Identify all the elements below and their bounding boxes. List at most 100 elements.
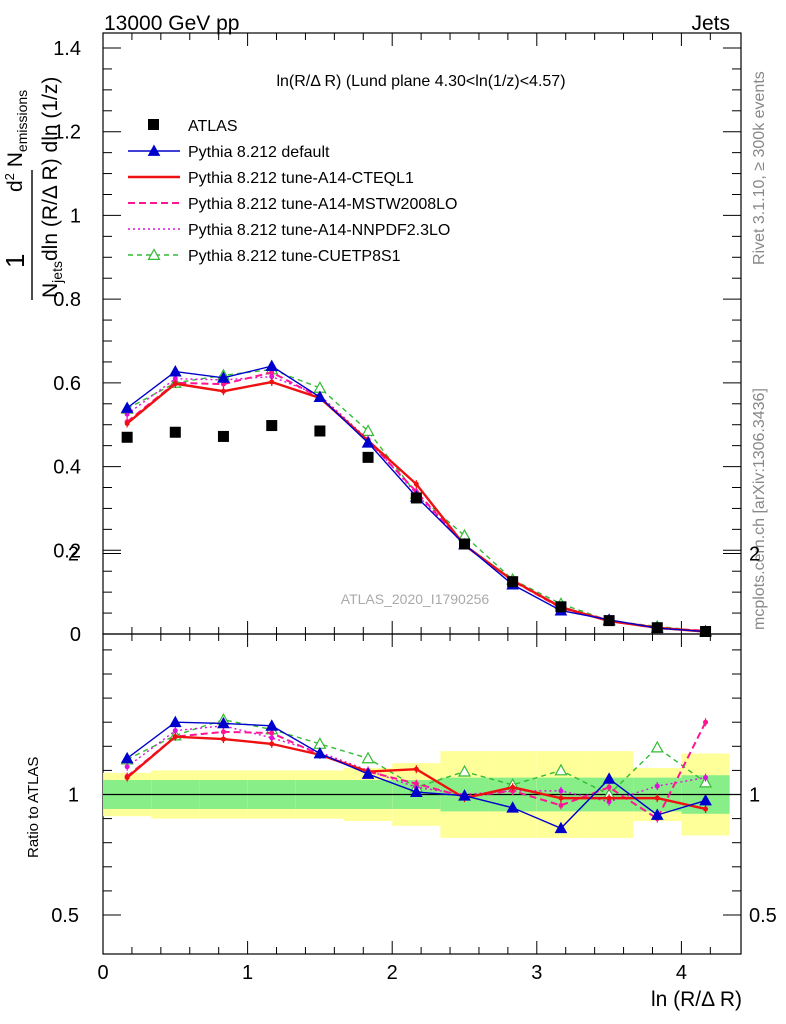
atlas-data-point	[314, 425, 326, 437]
rivet-label: Rivet 3.1.10, ≥ 300k events	[751, 71, 768, 265]
ratio-series-1-point	[654, 795, 660, 801]
ratio-plot-series	[120, 713, 713, 834]
ratio-series-1-point	[413, 766, 419, 772]
ratio-y-tick-label: 0.5	[51, 905, 79, 927]
main-series-1-point	[172, 381, 178, 387]
main-series-0-point	[217, 371, 230, 383]
ratio-series-2-point	[413, 781, 419, 787]
ratio-series-0-point	[458, 789, 471, 801]
ratio-series-4-point	[650, 740, 664, 753]
ratio-series-0-point	[217, 716, 230, 729]
ratio-series-1-point	[269, 741, 275, 747]
atlas-data-point	[121, 431, 133, 443]
ratio-series-2-point	[606, 784, 612, 790]
ratio-series-1-point	[558, 795, 564, 801]
ratio-series-2-point	[558, 802, 564, 808]
main-series-3-point	[269, 374, 275, 380]
ratio-series-2-point	[703, 719, 709, 725]
main-series-2-point	[269, 369, 275, 375]
legend-label-1: Pythia 8.212 tune-A14-CTEQL1	[188, 170, 414, 187]
ratio-series-1-point	[124, 775, 130, 781]
ratio-series-3-point	[654, 783, 660, 789]
ratio-series-0-point	[554, 821, 568, 834]
ratio-series-4-point	[699, 775, 713, 788]
ratio-series-1-point	[220, 736, 226, 742]
ratio-series-3-point	[703, 775, 709, 781]
atlas-data-point	[603, 615, 615, 627]
main-y-axis-label: 1 Njetsdln (R/Δ R) dln (1/z) d2 Nemissio…	[0, 77, 65, 300]
energy-label: 13000 GeV pp	[104, 12, 239, 35]
main-series-1-point	[269, 379, 275, 385]
ratio-series-3-point	[124, 764, 130, 770]
legend-label-2: Pythia 8.212 tune-A14-MSTW2008LO	[188, 196, 457, 213]
atlas-data-point	[651, 622, 663, 634]
main-series-1-point	[413, 481, 419, 487]
ratio-uncertainty-bands	[103, 751, 741, 838]
x-tick-label: 2	[387, 962, 398, 984]
atlas-data-point	[410, 492, 422, 504]
ratio-y-tick-label-right: 0.5	[749, 905, 777, 927]
ratio-series-0-point	[361, 767, 375, 779]
y-tick-label: 0.4	[53, 457, 81, 479]
x-tick-label: 1	[242, 962, 253, 984]
main-series-0-point	[168, 365, 182, 377]
ratio-y-tick-label: 2	[68, 544, 79, 566]
ratio-series-3-point	[558, 788, 564, 794]
ratio-series-4-point	[361, 751, 375, 764]
legend-label-4: Pythia 8.212 tune-CUETP8S1	[188, 248, 401, 265]
ratio-series-0-point	[265, 719, 279, 731]
main-series-0-point	[313, 390, 327, 402]
axis-ticks: 0 1 2 3 4 0 0.2 0.4 0.6 0.8 1 1.2 1.4 0.5 0.5 1 1 2 2	[51, 33, 777, 984]
ratio-y-axis-label: Ratio to ATLAS	[25, 757, 42, 858]
atlas-data-point	[507, 576, 519, 588]
main-series-0-point	[265, 359, 279, 372]
ratio-series-0-point	[699, 793, 712, 806]
chart-title: ln(R/Δ R) (Lund plane 4.30<ln(1/z)<4.57)	[276, 73, 565, 90]
legend-label-3: Pythia 8.212 tune-A14-NNPDF2.3LO	[188, 222, 450, 239]
ratio-series-1-point	[703, 806, 709, 812]
x-tick-label: 0	[97, 962, 108, 984]
ratio-series-0-point	[168, 715, 182, 728]
ratio-series-2-point	[220, 729, 226, 735]
atlas-data-point	[266, 420, 278, 432]
svg-text:Njetsdln (R/Δ R) dln (1/z): Njetsdln (R/Δ R) dln (1/z)	[39, 77, 65, 298]
mcplots-label: mcplots.cern.ch [arXiv:1306.3436]	[751, 388, 768, 630]
y-tick-label: 0.8	[53, 289, 81, 311]
ratio-series-1-point	[172, 734, 178, 740]
main-series-2-point	[220, 381, 226, 387]
legend-marker-atlas	[148, 119, 159, 130]
main-series-3-point	[124, 411, 130, 417]
process-label: Jets	[691, 12, 730, 35]
x-tick-label: 4	[676, 962, 687, 984]
ratio-series-1-point	[606, 795, 612, 801]
ratio-series-0-point	[120, 751, 134, 764]
main-series-0-point	[120, 401, 134, 413]
ratio-series-1-point	[510, 784, 516, 790]
atlas-data-point	[217, 430, 229, 442]
ratio-y-tick-label-right: 2	[749, 544, 760, 566]
ratio-series-0-point	[602, 772, 616, 784]
ratio-series-4-point	[554, 763, 568, 776]
main-plot-series	[120, 359, 713, 637]
ratio-series-4-point	[457, 764, 472, 777]
atlas-data-point	[169, 426, 181, 438]
analysis-watermark: ATLAS_2020_I1790256	[341, 591, 490, 607]
main-series-1-point	[220, 388, 226, 394]
y-tick-label: 0.6	[53, 373, 81, 395]
y-tick-label: 1.4	[53, 38, 81, 60]
atlas-data-point	[555, 601, 567, 613]
ratio-series-0-point	[409, 785, 423, 797]
atlas-data-point	[362, 451, 374, 463]
x-tick-label: 3	[531, 962, 542, 984]
y-tick-label: 1.2	[53, 122, 81, 144]
legend-label-atlas: ATLAS	[188, 118, 238, 135]
ratio-y-tick-label: 1	[68, 785, 79, 807]
legend-label-0: Pythia 8.212 default	[188, 144, 330, 161]
ratio-series-3-point	[172, 728, 178, 734]
ratio-y-tick-label-right: 1	[749, 785, 760, 807]
legend: ATLAS Pythia 8.212 default Pythia 8.212 tu…	[128, 118, 457, 265]
y-tick-label: 0.2	[53, 540, 81, 562]
main-series-0-point	[361, 436, 375, 448]
atlas-data-point	[700, 625, 712, 637]
